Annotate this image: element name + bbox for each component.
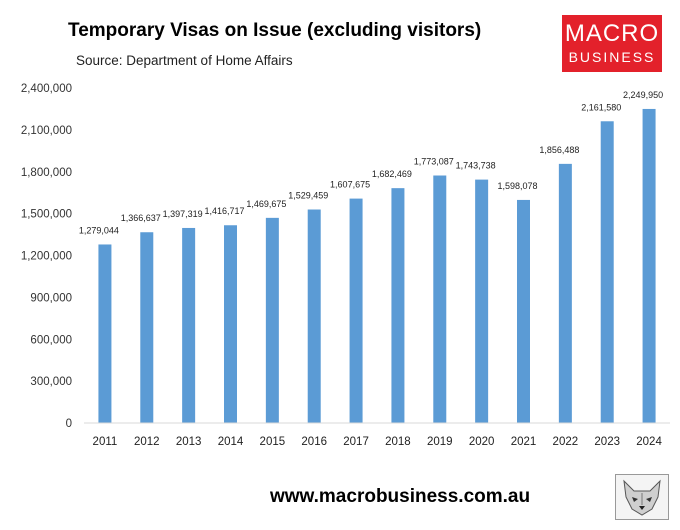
- bar-2022: [558, 163, 572, 423]
- x-tick-2018: 2018: [385, 436, 411, 448]
- x-tick-2016: 2016: [301, 436, 327, 448]
- data-label-2018: 1,682,469: [372, 169, 412, 179]
- data-label-2021: 1,598,078: [497, 181, 537, 191]
- bar-2016: [307, 209, 321, 423]
- x-tick-2015: 2015: [260, 436, 286, 448]
- bar-2011: [98, 244, 112, 423]
- x-tick-2022: 2022: [553, 436, 579, 448]
- bar-series: [98, 108, 656, 424]
- data-label-2013: 1,397,319: [163, 209, 203, 219]
- data-label-2012: 1,366,637: [121, 213, 161, 223]
- bar-2020: [475, 179, 489, 423]
- bar-2014: [224, 225, 237, 423]
- y-tick-label: 1,200,000: [21, 251, 72, 263]
- data-label-2016: 1,529,459: [288, 191, 328, 201]
- bar-chart: 0 300,000 600,000 900,000 1,200,000 1,500,000…: [21, 83, 670, 448]
- y-axis: 0 300,000 600,000 900,000 1,200,000 1,500,000…: [21, 83, 72, 430]
- bar-2012: [140, 232, 154, 423]
- bar-2017: [349, 198, 363, 423]
- data-label-2017: 1,607,675: [330, 180, 370, 190]
- y-tick-label: 0: [66, 418, 72, 430]
- x-tick-2011: 2011: [93, 436, 118, 448]
- data-label-2019: 1,773,087: [414, 157, 454, 167]
- chart-title: Temporary Visas on Issue (excluding visi…: [68, 20, 482, 41]
- x-tick-2023: 2023: [594, 436, 620, 448]
- logo-line-2: BUSINESS: [568, 49, 656, 65]
- y-tick-label: 2,400,000: [21, 83, 72, 95]
- x-tick-2019: 2019: [427, 436, 453, 448]
- macrobusiness-logo: MACRO BUSINESS: [562, 15, 662, 72]
- chart-source: Source: Department of Home Affairs: [76, 53, 293, 68]
- y-tick-label: 1,800,000: [21, 167, 72, 179]
- x-tick-2024: 2024: [636, 436, 662, 448]
- data-label-2014: 1,416,717: [204, 206, 244, 216]
- x-tick-2021: 2021: [511, 436, 537, 448]
- data-label-2020: 1,743,738: [456, 161, 496, 171]
- logo-line-1: MACRO: [564, 20, 660, 47]
- x-axis: 2011 2012 2013 2014 2015 2016 2017 2018 2019 2020…: [84, 422, 670, 448]
- data-label-2015: 1,469,675: [246, 199, 286, 209]
- wolf-icon: [615, 474, 669, 520]
- y-tick-label: 1,500,000: [21, 209, 72, 221]
- bar-2023: [600, 121, 614, 424]
- y-tick-label: 2,100,000: [21, 125, 72, 137]
- y-tick-label: 600,000: [30, 334, 72, 346]
- bar-2019: [433, 175, 447, 423]
- x-tick-2012: 2012: [134, 436, 160, 448]
- data-label-2023: 2,161,580: [581, 102, 621, 112]
- x-tick-2014: 2014: [218, 436, 244, 448]
- y-tick-label: 300,000: [30, 376, 72, 388]
- x-tick-2017: 2017: [343, 436, 369, 448]
- y-tick-label: 900,000: [30, 292, 72, 304]
- bar-2013: [182, 227, 196, 423]
- bar-2015: [265, 217, 279, 423]
- bar-2024: [642, 108, 656, 423]
- x-tick-2013: 2013: [176, 436, 202, 448]
- x-tick-2020: 2020: [469, 436, 495, 448]
- bar-2021: [517, 199, 530, 423]
- footer-url: www.macrobusiness.com.au: [270, 486, 531, 507]
- data-label-2024: 2,249,950: [623, 90, 663, 100]
- bar-2018: [391, 188, 405, 423]
- data-label-2011: 1,279,044: [79, 225, 119, 235]
- data-label-2022: 1,856,488: [539, 145, 579, 155]
